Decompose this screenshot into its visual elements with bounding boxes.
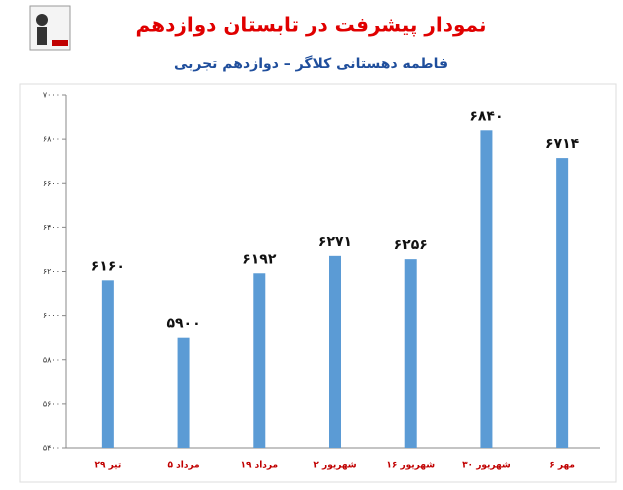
x-tick-label: ۱۶ شهریور	[386, 461, 435, 471]
chart-frame	[19, 83, 617, 483]
data-label: ۶۲۷۱	[318, 234, 352, 250]
data-label: ۶۸۴۰	[469, 108, 503, 124]
bar	[404, 259, 417, 448]
x-tick-label: ۲ شهریور	[313, 461, 356, 471]
y-tick-label: ۶۸۰۰	[43, 135, 60, 144]
bar	[177, 337, 190, 448]
chart-title: نمودار پیشرفت در تابستان دوازدهم	[136, 13, 487, 38]
bar	[253, 273, 266, 448]
y-tick-label: ۵۴۰۰	[43, 444, 60, 453]
y-tick-label: ۷۰۰۰	[43, 91, 60, 100]
data-label: ۶۱۶۰	[91, 258, 125, 274]
bar	[480, 130, 493, 449]
y-tick-label: ۵۶۰۰	[43, 399, 60, 408]
x-tick-label: ۲۹ تیر	[94, 461, 121, 471]
y-tick-label: ۵۸۰۰	[43, 355, 60, 364]
bar	[556, 158, 569, 448]
x-tick-label: ۵ مرداد	[168, 461, 200, 471]
data-label: ۶۲۵۶	[394, 237, 428, 253]
x-tick-label: ۶ مهر	[549, 461, 575, 471]
bar	[101, 280, 114, 448]
logo	[29, 5, 71, 51]
x-tick-label: ۳۰ شهریور	[462, 461, 511, 471]
data-label: ۶۱۹۲	[242, 251, 277, 267]
y-tick-label: ۶۴۰۰	[43, 223, 60, 232]
bar	[329, 255, 341, 448]
data-label: ۶۷۱۴	[545, 136, 580, 152]
y-tick-label: ۶۲۰۰	[43, 267, 60, 276]
x-tick-label: ۱۹ مرداد	[240, 461, 278, 471]
data-label: ۵۹۰۰	[166, 316, 200, 332]
y-tick-label: ۶۰۰۰	[43, 311, 60, 320]
y-tick-label: ۶۶۰۰	[43, 179, 60, 188]
chart-subtitle: فاطمه دهستانی کلاگر – دوازدهم تجربی	[174, 55, 448, 72]
